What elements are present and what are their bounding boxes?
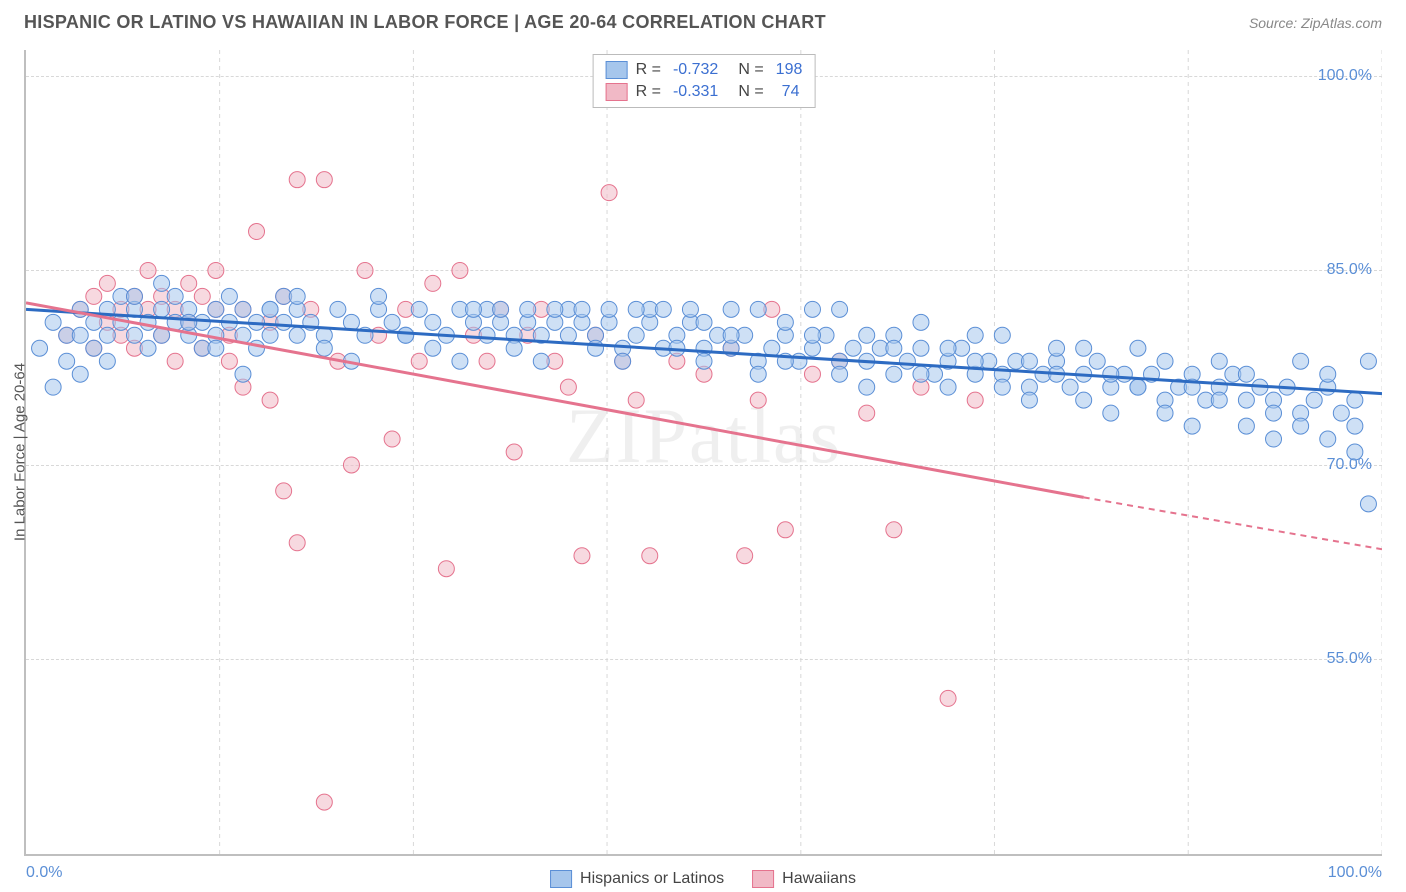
r-value-1: -0.732 bbox=[673, 61, 718, 79]
swatch-blue bbox=[606, 61, 628, 79]
legend-item-2: Hawaiians bbox=[752, 870, 856, 888]
stats-legend: R = -0.732 N = 198 R = -0.331 N = 74 bbox=[593, 54, 816, 108]
bottom-legend: Hispanics or Latinos Hawaiians bbox=[550, 870, 856, 888]
n-value-1: 198 bbox=[776, 61, 803, 79]
legend-label-2: Hawaiians bbox=[782, 870, 856, 888]
x-tick-label: 0.0% bbox=[26, 864, 62, 882]
swatch-pink-icon bbox=[752, 870, 774, 888]
swatch-blue-icon bbox=[550, 870, 572, 888]
legend-label-1: Hispanics or Latinos bbox=[580, 870, 724, 888]
source-label: Source: ZipAtlas.com bbox=[1249, 15, 1382, 31]
swatch-pink bbox=[606, 83, 628, 101]
r-label: R = bbox=[636, 61, 661, 79]
stats-row-1: R = -0.732 N = 198 bbox=[606, 59, 803, 81]
n-label: N = bbox=[738, 83, 763, 101]
x-tick-label: 100.0% bbox=[1328, 864, 1382, 882]
r-value-2: -0.331 bbox=[673, 83, 718, 101]
chart-title: HISPANIC OR LATINO VS HAWAIIAN IN LABOR … bbox=[24, 12, 826, 33]
r-label: R = bbox=[636, 83, 661, 101]
stats-row-2: R = -0.331 N = 74 bbox=[606, 81, 803, 103]
chart-area: In Labor Force | Age 20-64 ZIPatlas R = … bbox=[24, 50, 1382, 856]
n-value-2: 74 bbox=[782, 83, 800, 101]
n-label: N = bbox=[738, 61, 763, 79]
plot-svg bbox=[26, 50, 1382, 854]
legend-item-1: Hispanics or Latinos bbox=[550, 870, 724, 888]
